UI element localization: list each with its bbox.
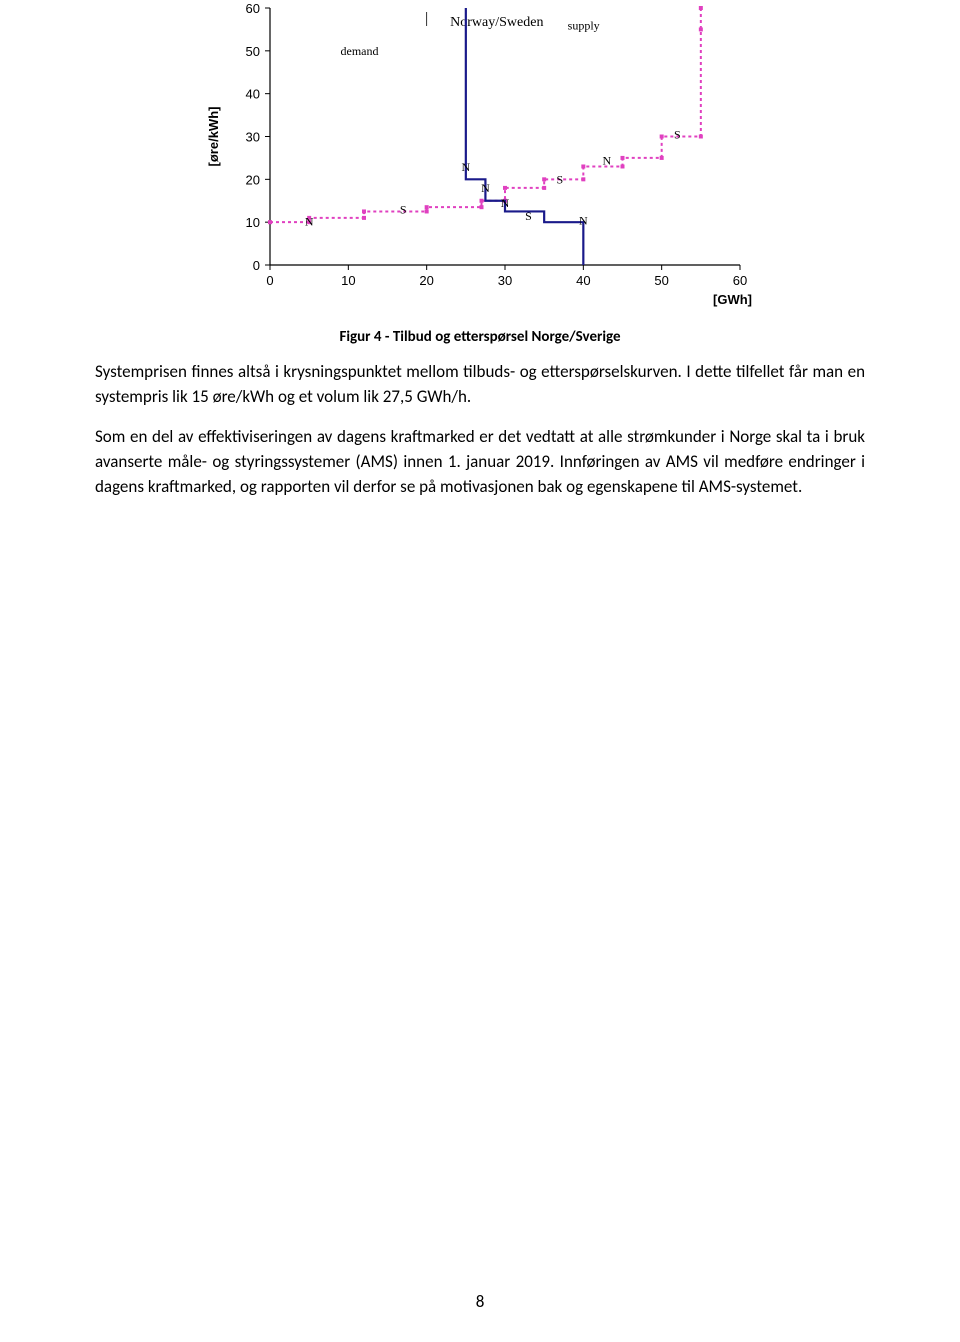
- svg-text:10: 10: [341, 273, 355, 288]
- svg-text:20: 20: [419, 273, 433, 288]
- svg-text:0: 0: [266, 273, 273, 288]
- svg-text:60: 60: [246, 1, 260, 16]
- svg-text:30: 30: [246, 130, 260, 145]
- chart-container: 0 10 20 30 40 50 60 0 10 20 30 40 50 60 [GWh] [øre/kWh]…: [200, 0, 760, 310]
- svg-text:N: N: [579, 213, 588, 227]
- svg-text:N: N: [481, 181, 490, 195]
- svg-text:30: 30: [498, 273, 512, 288]
- svg-text:N: N: [602, 153, 611, 167]
- svg-text:50: 50: [246, 44, 260, 59]
- svg-text:[øre/kWh]: [øre/kWh]: [206, 107, 221, 167]
- figure-caption: Figur 4 - Tilbud og etterspørsel Norge/S…: [95, 328, 865, 346]
- svg-text:N: N: [501, 196, 510, 210]
- svg-text:S: S: [674, 128, 681, 142]
- svg-text:demand: demand: [341, 44, 379, 58]
- svg-text:N: N: [305, 215, 314, 229]
- svg-text:0: 0: [253, 258, 260, 273]
- svg-text:supply: supply: [568, 18, 600, 32]
- svg-text:50: 50: [654, 273, 668, 288]
- document-page: 0 10 20 30 40 50 60 0 10 20 30 40 50 60 [GWh] [øre/kWh]…: [0, 0, 960, 1342]
- page-number: 8: [0, 1291, 960, 1312]
- svg-text:40: 40: [246, 87, 260, 102]
- svg-text:S: S: [400, 203, 407, 217]
- svg-text:60: 60: [733, 273, 747, 288]
- svg-text:N: N: [461, 160, 470, 174]
- paragraph-1: Systemprisen finnes altså i krysningspun…: [95, 360, 865, 409]
- svg-text:20: 20: [246, 172, 260, 187]
- svg-text:S: S: [556, 173, 563, 187]
- supply-demand-chart: 0 10 20 30 40 50 60 0 10 20 30 40 50 60 [GWh] [øre/kWh]…: [200, 0, 760, 310]
- paragraph-2: Som en del av effektiviseringen av dagen…: [95, 425, 865, 499]
- svg-text:10: 10: [246, 215, 260, 230]
- svg-text:[GWh]: [GWh]: [713, 292, 752, 307]
- svg-text:Norway/Sweden: Norway/Sweden: [450, 15, 543, 30]
- svg-text:40: 40: [576, 273, 590, 288]
